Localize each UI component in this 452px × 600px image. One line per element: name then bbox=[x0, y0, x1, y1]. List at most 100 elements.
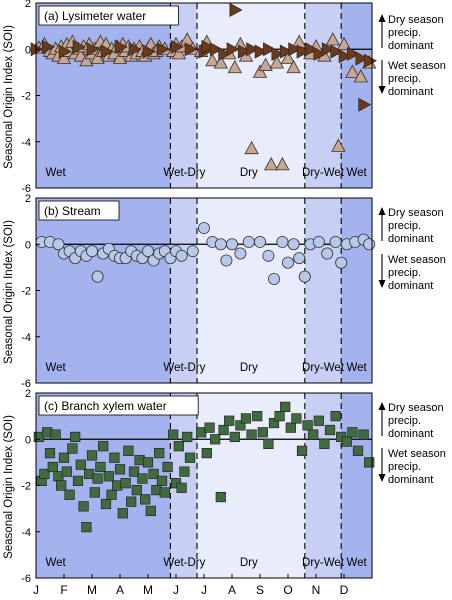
wet-arrow-head bbox=[378, 280, 386, 288]
data-point-square bbox=[81, 522, 92, 533]
data-point-triangle-up bbox=[269, 55, 284, 69]
data-point-triangle-right bbox=[100, 44, 114, 59]
y-tick-label: -2 bbox=[21, 91, 31, 103]
data-point-square bbox=[39, 468, 50, 480]
data-point-square bbox=[100, 498, 112, 510]
data-point-circle bbox=[197, 222, 210, 235]
dry-season-note: precip. bbox=[388, 27, 421, 39]
data-point-triangle-right bbox=[209, 42, 223, 57]
x-tick-label: J bbox=[33, 583, 39, 597]
data-point-circle bbox=[363, 238, 376, 251]
dry-season-note: Dry season bbox=[388, 402, 444, 414]
y-axis-label-b: Seasonal Origin Index (SOI) bbox=[3, 220, 15, 364]
season-label: Wet bbox=[346, 362, 367, 374]
season-band bbox=[170, 198, 197, 383]
data-point-square bbox=[56, 480, 67, 491]
data-point-triangle-right bbox=[271, 46, 285, 61]
data-point-square bbox=[176, 482, 187, 493]
data-point-square bbox=[240, 413, 252, 424]
data-point-triangle-right bbox=[246, 42, 260, 57]
data-point-triangle-up bbox=[244, 140, 259, 155]
data-point-triangle-up bbox=[205, 52, 220, 67]
panel-title-box bbox=[38, 395, 199, 416]
dry-season-note: precip. bbox=[388, 220, 421, 232]
data-point-circle bbox=[321, 247, 334, 260]
season-band bbox=[304, 3, 342, 188]
dry-season-note: Dry season bbox=[388, 14, 444, 26]
data-point-triangle-right bbox=[58, 44, 72, 59]
season-band bbox=[304, 198, 342, 383]
season-label: Dry-Wet bbox=[302, 557, 345, 569]
data-point-circle bbox=[225, 238, 238, 251]
data-point-square bbox=[257, 427, 268, 438]
data-point-square bbox=[120, 478, 131, 489]
data-point-triangle-right bbox=[338, 49, 352, 64]
data-point-square bbox=[291, 413, 302, 424]
data-point-triangle-right bbox=[86, 42, 100, 57]
season-band bbox=[341, 198, 372, 383]
data-point-triangle-right bbox=[128, 42, 142, 57]
wet-season-note: precip. bbox=[388, 73, 421, 85]
data-point-square bbox=[123, 445, 134, 456]
data-point-square bbox=[67, 443, 78, 454]
data-point-circle bbox=[298, 270, 311, 283]
data-point-square bbox=[358, 429, 369, 440]
data-point-square bbox=[201, 448, 212, 459]
data-point-triangle-up bbox=[336, 36, 352, 51]
dry-season-note: Dry season bbox=[388, 207, 444, 219]
y-tick-label: 2 bbox=[25, 193, 31, 205]
data-point-triangle-up bbox=[252, 64, 268, 78]
data-point-triangle-right bbox=[363, 53, 377, 68]
data-point-triangle-right bbox=[313, 46, 327, 61]
data-point-square bbox=[70, 431, 81, 443]
data-point-circle bbox=[253, 235, 266, 248]
data-point-square bbox=[128, 466, 140, 477]
data-point-triangle-right bbox=[279, 44, 293, 59]
data-point-triangle-up bbox=[112, 50, 128, 64]
data-point-square bbox=[137, 473, 148, 484]
season-band bbox=[197, 198, 305, 383]
panel-title-box bbox=[38, 200, 120, 221]
y-tick-label: -6 bbox=[21, 378, 31, 390]
data-point-square bbox=[268, 417, 280, 429]
data-point-triangle-up bbox=[275, 157, 290, 171]
data-point-square bbox=[173, 441, 184, 452]
data-point-square bbox=[98, 441, 109, 452]
data-point-square bbox=[156, 475, 168, 486]
data-point-square bbox=[210, 434, 221, 445]
data-point-circle bbox=[312, 235, 325, 248]
data-point-square bbox=[50, 429, 61, 440]
data-point-square bbox=[86, 450, 98, 461]
data-point-circle bbox=[234, 247, 247, 260]
data-point-circle bbox=[175, 249, 188, 262]
data-point-triangle-right bbox=[296, 44, 310, 59]
data-point-circle bbox=[293, 252, 306, 265]
data-point-square bbox=[179, 466, 190, 477]
data-point-square bbox=[302, 420, 313, 431]
data-point-square bbox=[95, 461, 106, 473]
data-point-circle bbox=[287, 238, 300, 251]
wet-season-note: dominant bbox=[388, 280, 433, 292]
data-point-triangle-up bbox=[79, 52, 94, 67]
data-point-triangle-up bbox=[345, 64, 360, 78]
data-point-square bbox=[64, 489, 75, 500]
y-axis-label-c: Seasonal Origin Index (SOI) bbox=[3, 415, 15, 559]
data-point-triangle-right bbox=[330, 44, 344, 59]
x-tick-label: D bbox=[340, 583, 349, 597]
y-tick-label: -6 bbox=[21, 183, 31, 195]
data-point-triangle-right bbox=[254, 44, 268, 59]
wet-arrow-head bbox=[378, 86, 386, 94]
data-point-circle bbox=[186, 245, 199, 258]
data-point-triangle-up bbox=[280, 50, 296, 64]
x-tick-label: J bbox=[173, 583, 179, 597]
data-point-circle bbox=[335, 256, 348, 269]
dry-arrow-head bbox=[378, 14, 386, 22]
data-point-square bbox=[154, 448, 165, 459]
y-tick-label: -6 bbox=[21, 573, 31, 585]
data-point-circle bbox=[86, 245, 99, 258]
data-point-triangle-up bbox=[286, 59, 301, 74]
data-point-square bbox=[58, 452, 70, 463]
season-band bbox=[341, 3, 372, 188]
